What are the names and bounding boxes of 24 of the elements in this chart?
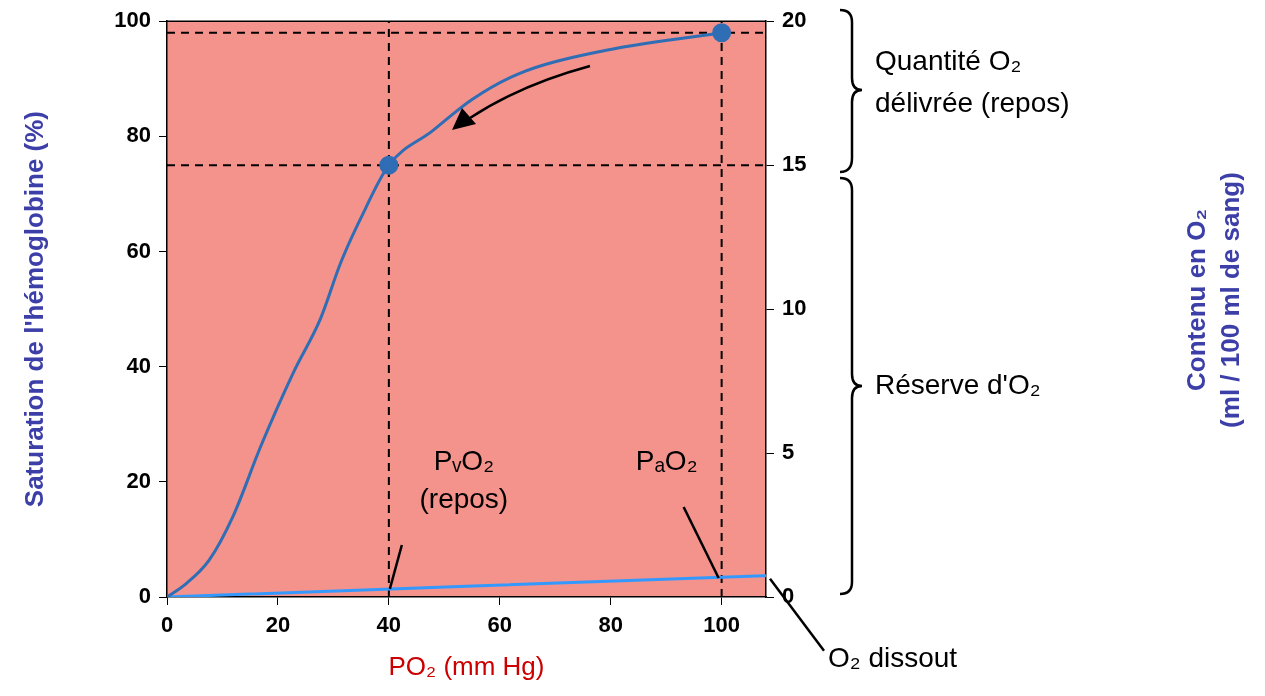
y-tick-label: 20 <box>126 467 151 493</box>
annotation: PᵥO₂ (repos) <box>419 444 509 514</box>
x-tick-label: 0 <box>160 612 174 638</box>
annotation: PₐO₂ <box>635 444 698 476</box>
x-tick-label: 40 <box>376 612 402 638</box>
y-tick-label: 80 <box>126 122 151 148</box>
text: Quantité O₂ délivrée (repos) <box>875 44 1070 118</box>
y-tick-label: 100 <box>114 7 151 33</box>
y2-tick-label: 15 <box>782 151 807 177</box>
y2-tick-label: 5 <box>782 439 795 465</box>
x-tick-label: 60 <box>487 612 513 638</box>
x-tick-label: 20 <box>265 612 291 638</box>
text: Contenu en O₂ (ml / 100 ml de sang) <box>1181 172 1246 428</box>
y-tick-label: 40 <box>126 352 151 378</box>
text: Réserve d'O₂ <box>875 368 1041 400</box>
x-axis-title: PO₂ (mm Hg) <box>388 651 545 682</box>
y2-tick-label: 10 <box>782 295 807 321</box>
x-tick-label: 80 <box>598 612 623 638</box>
y-tick-label: 60 <box>126 237 151 263</box>
y2-tick-label: 20 <box>782 7 807 33</box>
text: O₂ dissout <box>828 642 958 674</box>
y-tick-label: 0 <box>138 583 151 609</box>
y-axis-title: Saturation de l'hémoglobine (%) <box>19 111 50 508</box>
x-tick-label: 100 <box>703 612 740 638</box>
